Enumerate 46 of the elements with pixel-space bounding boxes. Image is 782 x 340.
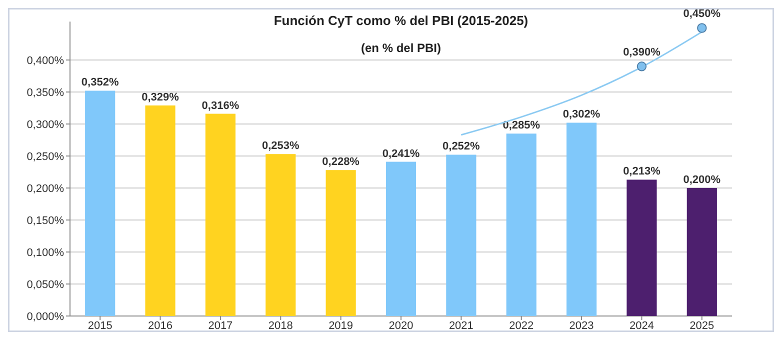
y-tick-label: 0,350% bbox=[26, 87, 64, 99]
x-tick-label: 2020 bbox=[388, 320, 414, 332]
x-tick-label: 2022 bbox=[509, 320, 534, 332]
bar bbox=[145, 105, 176, 316]
data-label: 0,316% bbox=[202, 100, 240, 112]
x-tick-label: 2023 bbox=[569, 320, 594, 332]
bar bbox=[326, 170, 356, 316]
bar bbox=[266, 154, 296, 316]
y-tick-label: 0,300% bbox=[26, 119, 64, 131]
data-label: 0,450% bbox=[683, 8, 721, 20]
bar bbox=[566, 122, 597, 316]
x-tick-label: 2016 bbox=[148, 320, 173, 332]
bar bbox=[686, 188, 717, 316]
bar bbox=[506, 134, 536, 316]
data-label: 0,252% bbox=[442, 140, 480, 153]
y-tick-label: 0,150% bbox=[26, 215, 64, 227]
data-label: 0,213% bbox=[623, 166, 661, 178]
text: (en % del PBI) bbox=[360, 41, 442, 55]
y-tick-label: 0,250% bbox=[26, 151, 64, 163]
x-tick-label: 2024 bbox=[629, 320, 654, 332]
data-label: 0,285% bbox=[502, 120, 540, 132]
y-tick-label: 0,200% bbox=[26, 183, 64, 195]
bar bbox=[446, 154, 476, 316]
data-label: 0,352% bbox=[81, 76, 119, 89]
x-tick-label: 2025 bbox=[690, 320, 714, 332]
data-label: 0,390% bbox=[623, 46, 661, 58]
bar bbox=[85, 90, 116, 316]
x-tick-label: 2017 bbox=[208, 320, 233, 332]
bar bbox=[386, 162, 416, 316]
y-tick-label: 0,400% bbox=[26, 55, 64, 67]
y-tick-label: 0,000% bbox=[26, 311, 64, 323]
chart-title: Función CyT como % del PBI (2015-2025) bbox=[274, 13, 528, 28]
bar bbox=[205, 114, 236, 316]
data-label: 0,241% bbox=[382, 148, 420, 160]
bar bbox=[626, 180, 657, 316]
data-label: 0,228% bbox=[322, 156, 360, 168]
x-tick-label: 2018 bbox=[268, 320, 293, 332]
x-tick-label: 2019 bbox=[328, 320, 354, 332]
data-label: 0,329% bbox=[142, 91, 180, 104]
data-label: 0,302% bbox=[562, 108, 600, 121]
y-tick-label: 0,050% bbox=[26, 279, 64, 291]
data-label: 0,200% bbox=[683, 174, 721, 186]
x-tick-label: 2015 bbox=[88, 320, 112, 332]
x-tick-label: 2021 bbox=[448, 320, 474, 332]
y-tick-label: 0,100% bbox=[26, 247, 64, 259]
data-label: 0,253% bbox=[262, 140, 300, 152]
